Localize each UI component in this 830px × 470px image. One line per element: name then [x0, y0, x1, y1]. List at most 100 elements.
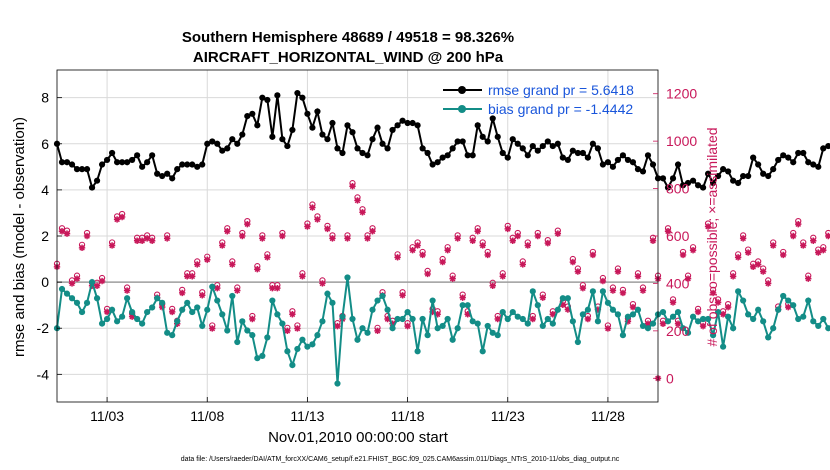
obs-assimilated-point [614, 268, 622, 275]
rmse-point [389, 126, 396, 134]
obs-assimilated-point [128, 313, 136, 320]
rmse-point [334, 145, 341, 152]
obs-assimilated-point [364, 235, 371, 242]
rmse-point [765, 172, 772, 180]
bias-point [684, 329, 692, 336]
bias-point [805, 297, 812, 304]
bias-point [694, 318, 702, 325]
bias-point [279, 320, 286, 327]
obs-assimilated-point [454, 235, 461, 242]
bias-point [269, 297, 276, 304]
obs-assimilated-point [539, 294, 547, 301]
rmse-point [524, 152, 531, 159]
obs-assimilated-point [63, 230, 71, 237]
bias-point [730, 325, 737, 332]
bias-point [569, 318, 576, 325]
obs-assimilated-point [519, 261, 526, 268]
rmse-point [249, 110, 256, 117]
rmse-point [694, 182, 702, 189]
obs-assimilated-point [419, 251, 426, 259]
bias-point [314, 332, 321, 339]
bias-point [93, 295, 101, 302]
obs-assimilated-point [694, 308, 702, 316]
obs-assimilated-point [484, 251, 491, 259]
obs-assimilated-point [724, 303, 732, 311]
obs-assimilated-point [815, 249, 822, 256]
obs-assimilated-point [514, 232, 521, 240]
rmse-point [184, 161, 191, 168]
bias-point [689, 313, 697, 320]
bias-point [204, 306, 211, 313]
rmse-point [740, 172, 747, 180]
bias-point [800, 313, 807, 320]
right-axis-ticks: 0 200 400 600 800 1000 1200 [653, 86, 697, 386]
bias-point [755, 306, 762, 313]
bias-point [88, 279, 96, 286]
obs-assimilated-point [689, 247, 697, 254]
obs-assimilated-point [469, 237, 476, 244]
rmse-point [434, 159, 441, 166]
obs-assimilated-point [314, 216, 321, 223]
rmse-point [599, 161, 607, 168]
bias-point [820, 315, 827, 323]
x-axis-ticks: 11/03 11/08 11/13 11/18 11/23 11/28 [90, 397, 625, 424]
rmse-point [755, 161, 762, 168]
bias-point [124, 295, 131, 302]
obs-assimilated-point [404, 322, 411, 330]
obs-assimilated-point [684, 275, 692, 282]
rmse-point [424, 149, 431, 157]
obs-assimilated-point [659, 320, 667, 327]
bias-point [324, 290, 331, 297]
rmse-point [294, 89, 301, 97]
rmse-point [159, 172, 166, 180]
rmse-point [129, 156, 136, 164]
bias-point [209, 283, 216, 290]
rmse-point [204, 140, 211, 147]
bias-point [199, 322, 206, 330]
obs-assimilated-point [138, 237, 146, 244]
rmse-point [114, 159, 121, 166]
rmse-point [715, 172, 722, 180]
obs-assimilated-point [544, 239, 552, 247]
rmse-point [149, 152, 156, 159]
rmse-point [810, 161, 817, 168]
rmse-point [624, 156, 632, 164]
obs-assimilated-point [825, 232, 830, 240]
obs-assimilated-point [143, 235, 151, 242]
obs-assimilated-point [179, 289, 186, 297]
bias-point [259, 352, 266, 359]
rmse-point [279, 136, 286, 143]
obs-assimilated-point [584, 315, 592, 323]
obs-assimilated-point [214, 284, 221, 292]
bias-point [399, 315, 406, 323]
rmse-point [775, 156, 782, 164]
obs-assimilated-point [168, 308, 176, 316]
obs-assimilated-point [299, 273, 306, 280]
bias-point [504, 315, 511, 323]
obs-assimilated-point [769, 242, 777, 249]
obs-assimilated-point [534, 232, 541, 240]
bias-point [379, 292, 386, 300]
bias-point [354, 336, 361, 343]
rmse-point [735, 179, 742, 187]
obs-assimilated-point [529, 315, 536, 323]
rmse-point [309, 124, 316, 131]
bias-point [519, 315, 526, 323]
obs-assimilated-point [604, 325, 612, 332]
obs-assimilated-point [594, 306, 602, 313]
obs-assimilated-point [289, 311, 296, 318]
bias-point [810, 318, 817, 325]
bias-point [469, 318, 476, 325]
x-tick-label: 11/13 [290, 408, 324, 424]
rmse-point [484, 138, 491, 145]
obs-assimilated-point [674, 320, 682, 327]
rmse-point [124, 159, 131, 166]
y-tick-label: 0 [41, 274, 49, 290]
bias-point [319, 318, 326, 325]
bias-point [780, 292, 787, 300]
rmse-point [494, 133, 501, 140]
obs-assimilated-point [394, 254, 401, 261]
bias-point [725, 313, 732, 320]
rmse-point [594, 145, 602, 152]
obs-assimilated-point [554, 230, 562, 237]
